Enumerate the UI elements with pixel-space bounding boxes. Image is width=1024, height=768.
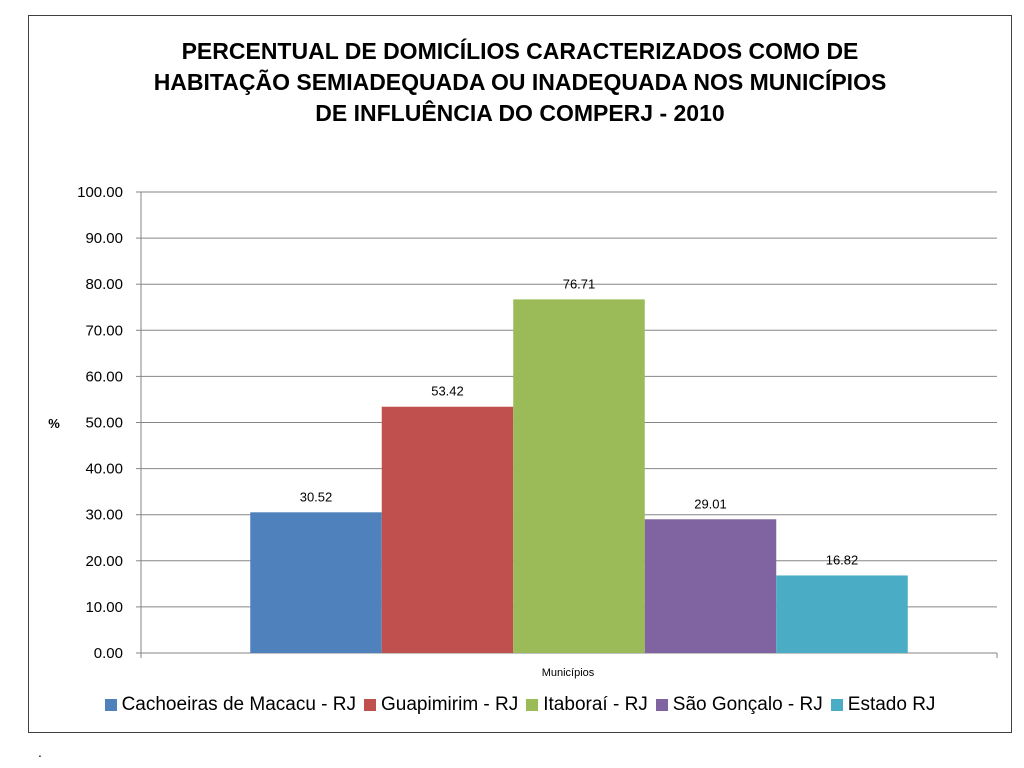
data-label: 53.42 [431,384,464,399]
y-tick-label: 40.00 [85,461,123,478]
footnote: . [38,744,42,760]
legend: Cachoeiras de Macacu - RJ Guapimirim - RJ… [28,694,1012,716]
legend-item: Itaboraí - RJ [526,694,648,716]
bar-s-o-gon-alo-rj [644,519,777,653]
x-axis-label: Municípios [542,667,595,679]
legend-item: Cachoeiras de Macacu - RJ [104,694,357,716]
y-tick-label: 70.00 [85,322,123,339]
legend-item: São Gonçalo - RJ [655,694,823,716]
chart-title-line-2: HABITAÇÃO SEMIADEQUADA OU INADEQUADA NOS… [153,69,887,95]
data-label: 30.52 [300,489,333,504]
bar-estado-rj [776,575,908,653]
legend-label: São Gonçalo - RJ [672,694,823,715]
chart-title-line-1: PERCENTUAL DE DOMICÍLIOS CARACTERIZADOS … [181,38,859,64]
y-tick-label: 80.00 [85,276,123,293]
y-tick-label: 60.00 [85,368,123,385]
legend-item: Guapimirim - RJ [364,694,518,716]
chart-title: PERCENTUAL DE DOMICÍLIOS CARACTERIZADOS … [28,36,1012,129]
y-tick-label: 50.00 [85,415,123,432]
bar-guapimirim-rj [381,406,514,653]
y-axis-label: % [48,416,60,431]
bars [250,299,908,653]
legend-item: Estado RJ [830,694,936,716]
legend-swatch [830,699,843,711]
y-tick-label: 20.00 [85,553,123,570]
y-tick-labels: 0.00 10.00 20.00 30.00 40.00 50.00 60.00 70.00 8… [77,184,123,662]
chart-title-line-3: DE INFLUÊNCIA DO COMPERJ - 2010 [315,100,725,126]
data-label: 16.82 [826,552,859,567]
y-tick-label: 10.00 [85,599,123,616]
bar-cachoeiras-de-macacu-rj [250,512,382,653]
data-labels: 30.52 53.42 76.71 29.01 16.82 [300,276,859,567]
legend-label: Estado RJ [847,694,936,715]
bar-itabora-rj [513,299,645,653]
legend-swatch [364,699,377,711]
chart-frame [28,15,1012,733]
y-tick-label: 30.00 [85,507,123,524]
data-label: 76.71 [563,276,596,291]
data-label: 29.01 [694,496,727,511]
y-tick-label: 100.00 [77,184,123,201]
legend-label: Itaboraí - RJ [543,694,648,715]
legend-swatch [526,699,539,711]
y-tick-label: 0.00 [94,645,123,662]
legend-swatch [655,699,668,711]
legend-label: Cachoeiras de Macacu - RJ [121,694,357,715]
legend-swatch [104,699,117,711]
y-tick-label: 90.00 [85,230,123,247]
legend-label: Guapimirim - RJ [381,694,519,715]
